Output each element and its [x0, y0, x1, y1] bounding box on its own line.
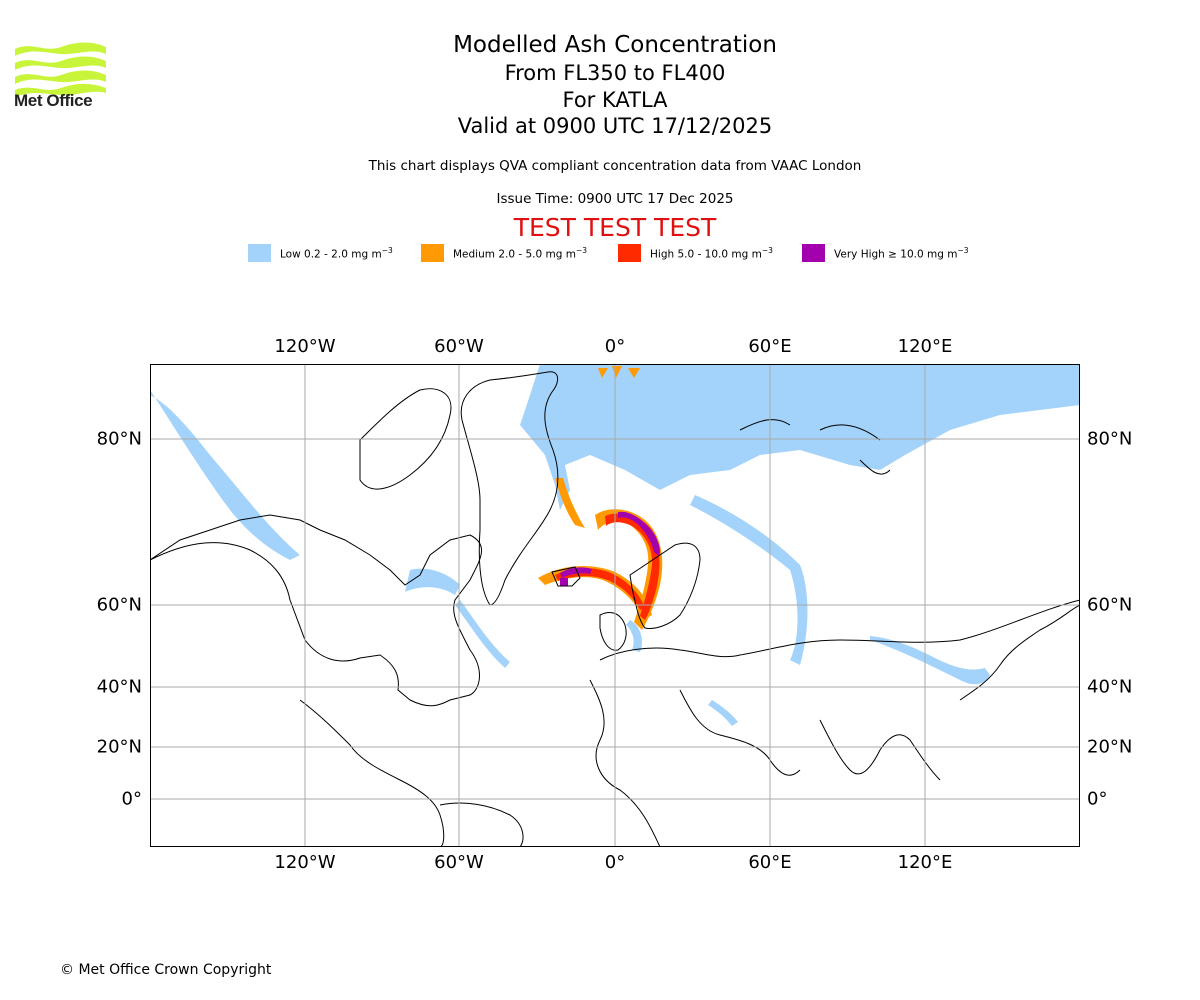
lon-label-bottom-60e: 60°E — [748, 852, 792, 873]
lon-label-top-120w: 120°W — [274, 336, 336, 357]
map-border — [150, 364, 1080, 847]
lat-label-right-40n: 40°N — [1087, 676, 1133, 698]
legend-swatch-high — [618, 244, 641, 262]
issue-time: Issue Time: 0900 UTC 17 Dec 2025 — [496, 191, 734, 207]
lat-label-left-80n: 80°N — [96, 428, 142, 450]
ash-low-areas — [150, 364, 1080, 726]
coastlines — [150, 371, 1080, 847]
lon-label-top-60e: 60°E — [748, 336, 792, 357]
valid-time: Valid at 0900 UTC 17/12/2025 — [457, 114, 773, 138]
copyright: © Met Office Crown Copyright — [60, 962, 272, 978]
lat-label-right-20n: 20°N — [1087, 736, 1133, 758]
ash-concentration-map — [150, 364, 1080, 847]
lat-label-right-0: 0° — [1087, 788, 1108, 810]
chart-description: This chart displays QVA compliant concen… — [368, 158, 862, 174]
logo-text: Met Office — [14, 91, 93, 110]
legend-label-medium: Medium 2.0 - 5.0 mg m — [453, 248, 576, 261]
lat-label-left-0: 0° — [121, 788, 142, 810]
volcano-name: For KATLA — [562, 87, 668, 112]
lat-label-left-40n: 40°N — [96, 676, 142, 698]
graticule — [150, 364, 1080, 847]
flight-level-range: From FL350 to FL400 — [504, 61, 726, 85]
lon-label-top-60w: 60°W — [434, 336, 484, 357]
lat-label-right-80n: 80°N — [1087, 428, 1133, 450]
legend: Low 0.2 - 2.0 mg m−3 Medium 2.0 - 5.0 mg… — [0, 244, 1200, 264]
chart-title: Modelled Ash Concentration — [453, 32, 777, 58]
legend-item-low: Low 0.2 - 2.0 mg m−3 — [248, 244, 393, 262]
legend-label-high: High 5.0 - 10.0 mg m — [650, 248, 762, 261]
met-office-logo — [15, 42, 106, 97]
lat-label-right-60n: 60°N — [1087, 594, 1133, 616]
lat-label-left-20n: 20°N — [96, 736, 142, 758]
legend-item-very-high: Very High ≥ 10.0 mg m−3 — [802, 244, 969, 262]
lon-label-bottom-0: 0° — [604, 852, 626, 873]
lon-label-top-0: 0° — [604, 336, 626, 357]
legend-label-low: Low 0.2 - 2.0 mg m — [280, 248, 382, 261]
legend-label-very-high: Very High ≥ 10.0 mg m — [834, 248, 958, 261]
lon-label-bottom-120e: 120°E — [897, 852, 953, 873]
ash-very-high-areas — [560, 511, 660, 586]
chart-title-block: Modelled Ash Concentration From FL350 to… — [315, 30, 915, 140]
legend-swatch-medium — [421, 244, 444, 262]
legend-swatch-low — [248, 244, 271, 262]
test-banner: TEST TEST TEST — [513, 213, 717, 242]
lon-label-bottom-120w: 120°W — [274, 852, 336, 873]
legend-swatch-very-high — [802, 244, 825, 262]
legend-item-medium: Medium 2.0 - 5.0 mg m−3 — [421, 244, 587, 262]
legend-item-high: High 5.0 - 10.0 mg m−3 — [618, 244, 773, 262]
lat-label-left-60n: 60°N — [96, 594, 142, 616]
lon-label-bottom-60w: 60°W — [434, 852, 484, 873]
lon-label-top-120e: 120°E — [897, 336, 953, 357]
